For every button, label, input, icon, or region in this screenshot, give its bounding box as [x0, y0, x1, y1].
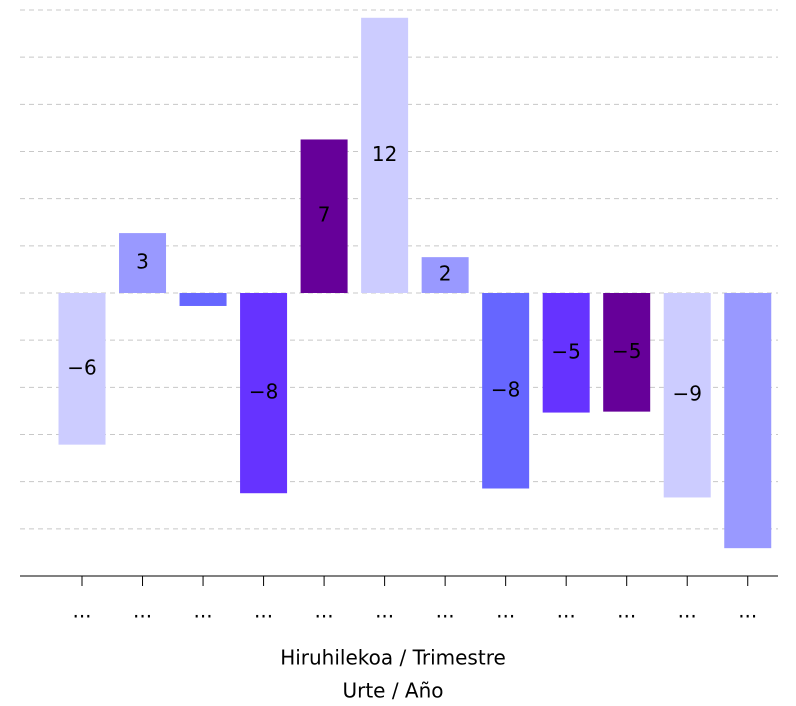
x-tick-label: ... [496, 599, 515, 623]
x-tick-label: ... [72, 599, 91, 623]
x-tick-label: ... [557, 599, 576, 623]
data-label: −9 [672, 382, 701, 406]
bar [240, 293, 288, 494]
bar [300, 139, 348, 293]
bar [603, 293, 651, 412]
x-tick-label: ... [375, 599, 394, 623]
x-tick-label: ... [133, 599, 152, 623]
x-tick-label: ... [617, 599, 636, 623]
data-label: −8 [491, 377, 520, 401]
x-axis-title: Hiruhilekoa / Trimestre [280, 646, 506, 670]
bar [724, 293, 772, 549]
x-tick-label: ... [254, 599, 273, 623]
bar [663, 293, 711, 498]
bar [58, 293, 106, 445]
data-label: 12 [372, 142, 397, 166]
x-tick-label: ... [194, 599, 213, 623]
bar [179, 293, 227, 306]
bar [421, 257, 469, 293]
data-label: −5 [612, 339, 641, 363]
data-label: −8 [249, 380, 278, 404]
bar [361, 17, 409, 293]
data-label: −6 [67, 355, 96, 379]
x-tick-label: ... [436, 599, 455, 623]
x-tick-label: ... [738, 599, 757, 623]
bar [119, 233, 167, 293]
data-label: 7 [318, 203, 331, 227]
data-label: 3 [136, 250, 149, 274]
x-tick-label: ... [315, 599, 334, 623]
x-tick-label: ... [678, 599, 697, 623]
data-label: −5 [551, 339, 580, 363]
bar [482, 293, 530, 489]
bar [542, 293, 590, 413]
data-label: 2 [439, 262, 452, 286]
x-axis-subtitle: Urte / Año [342, 679, 443, 703]
